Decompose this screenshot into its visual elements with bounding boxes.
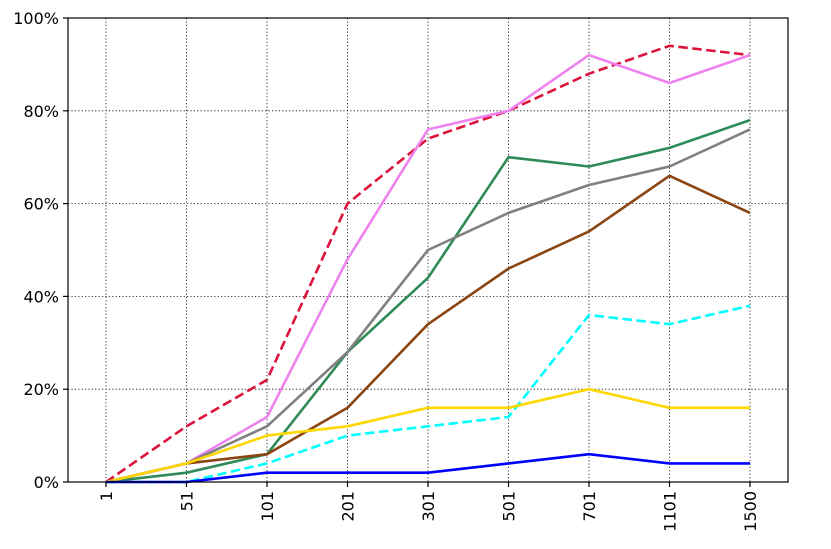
y-tick-label: 40% (23, 287, 59, 306)
y-tick-label: 80% (23, 102, 59, 121)
series-line-7 (105, 387, 750, 484)
y-tick-label: 100% (13, 9, 59, 28)
series-line-1 (105, 44, 751, 484)
series-lines (105, 44, 751, 484)
x-tick-label: 51 (178, 491, 197, 511)
x-tick-label: 1101 (661, 491, 680, 532)
x-tick-label: 501 (500, 491, 519, 522)
series-line-8 (106, 452, 750, 484)
series-line-5 (105, 174, 751, 484)
series-line-6 (106, 304, 751, 484)
x-tick-label: 101 (258, 491, 277, 522)
y-axis: 0% 20% 40% 60% 80% 100% (13, 9, 68, 492)
y-tick-label: 20% (23, 380, 59, 399)
x-tick-label: 1500 (741, 491, 760, 532)
x-tick-label: 201 (339, 491, 358, 522)
x-tick-label: 701 (580, 491, 599, 522)
x-tick-label: 1 (97, 491, 116, 501)
y-tick-label: 0% (34, 473, 59, 492)
series-line-3 (105, 118, 751, 484)
x-axis: 1 51 101 201 301 501 701 1101 1500 (97, 482, 760, 532)
series-line-4 (105, 128, 751, 484)
y-tick-label: 60% (23, 195, 59, 214)
x-tick-label: 301 (419, 491, 438, 522)
series-line-2 (105, 53, 751, 484)
